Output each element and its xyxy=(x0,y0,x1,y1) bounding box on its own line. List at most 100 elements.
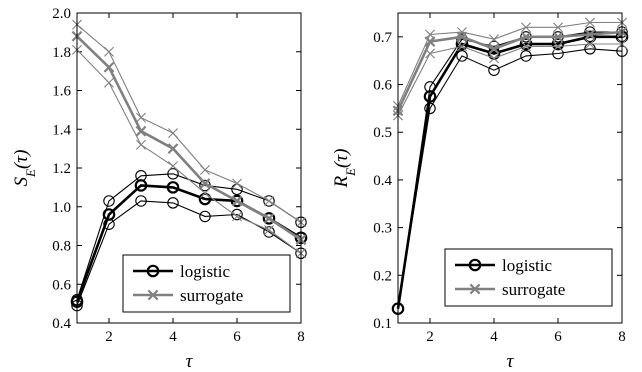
legend: logistic surrogate xyxy=(444,248,613,307)
x-tick-label: 6 xyxy=(554,329,562,345)
surrogate-mean-line xyxy=(396,30,623,112)
y-tick-label: 1.6 xyxy=(52,84,71,100)
logistic-mean-point xyxy=(230,194,244,208)
x-tick-label: 4 xyxy=(490,329,498,345)
surrogate-lower-point xyxy=(425,48,435,59)
logistic-mean-point xyxy=(102,208,116,221)
y-tick-label: 2.0 xyxy=(52,6,71,22)
surrogate-lower-point xyxy=(585,39,595,49)
surrogate-lower-point xyxy=(553,41,563,52)
y-tick-label: 0.4 xyxy=(52,316,71,332)
surrogate-mean-point xyxy=(424,36,436,47)
surrogate-lower-point xyxy=(264,225,274,235)
logistic-upper-point xyxy=(263,195,275,207)
surrogate-lower-point xyxy=(489,53,499,64)
surrogate-mean-line xyxy=(76,35,302,241)
y-tick-label: 0.5 xyxy=(373,125,392,141)
legend-label-logistic: logistic xyxy=(180,262,231,281)
logistic-lower-point xyxy=(520,50,532,62)
logistic-lower-point xyxy=(424,102,436,115)
surrogate-upper-point xyxy=(521,22,531,33)
y-tick-label: 0.4 xyxy=(373,173,392,189)
surrogate-upper-point xyxy=(489,34,499,45)
series-logistic xyxy=(391,26,629,315)
logistic-lower-point xyxy=(231,208,243,221)
y-tick-label: 0.3 xyxy=(373,221,392,237)
surrogate-lower-point xyxy=(232,211,242,222)
chart-panel-2: 2 4 6 8 0.1 0.2 0.3 0.4 0.5 0.6 0.7 logistic surroga… xyxy=(373,12,629,345)
surrogate-upper-point xyxy=(264,195,274,206)
surrogate-upper-point xyxy=(168,128,178,139)
legend-box xyxy=(122,254,291,313)
y-axis-label: SE(τ) xyxy=(11,150,38,187)
logistic-upper-point xyxy=(103,195,115,207)
y-tick-label: 1.4 xyxy=(52,122,71,138)
surrogate-upper-point xyxy=(136,112,146,123)
surrogate-upper-point xyxy=(232,178,242,189)
plot-frame xyxy=(76,12,302,324)
logistic-mean-point xyxy=(455,37,469,51)
surrogate-lower-line xyxy=(397,43,622,116)
y-tick-label: 0.7 xyxy=(373,30,392,46)
x-tick-label: 2 xyxy=(105,329,113,345)
x-axis-label: τ xyxy=(186,351,194,372)
surrogate-upper-line xyxy=(76,24,302,223)
y-tick-label: 0.8 xyxy=(52,239,71,255)
logistic-lower-point xyxy=(167,197,179,209)
logistic-lower-point xyxy=(199,210,211,223)
x-tick-label: 2 xyxy=(426,329,434,345)
surrogate-mean-point xyxy=(488,43,500,55)
surrogate-mean-point xyxy=(552,31,564,43)
surrogate-mean-point xyxy=(520,31,532,43)
surrogate-mean-point xyxy=(199,178,211,189)
legend-swatch-marker xyxy=(147,289,159,301)
series-surrogate xyxy=(71,19,307,259)
surrogate-upper-point xyxy=(104,46,114,57)
logistic-mean-point xyxy=(134,179,148,192)
y-tick-label: 1.2 xyxy=(52,161,71,177)
logistic-mean-point xyxy=(519,37,533,51)
logistic-mean-point xyxy=(262,212,276,225)
surrogate-lower-point xyxy=(457,41,467,52)
surrogate-lower-point xyxy=(136,139,146,150)
y-tick-label: 1.8 xyxy=(52,45,71,61)
surrogate-upper-point xyxy=(200,164,210,175)
surrogate-mean-point xyxy=(263,212,275,224)
chart-panel-1: 2 4 6 8 0.4 0.6 0.8 1.0 1.2 1.4 1.6 1.8 2.0 logistic s… xyxy=(52,6,308,345)
logistic-lower-line xyxy=(76,200,302,306)
legend-swatch-marker xyxy=(146,264,160,278)
surrogate-mean-point xyxy=(456,31,468,43)
y-axis-label: RE(τ) xyxy=(331,148,358,188)
logistic-mean-point xyxy=(551,37,565,51)
logistic-lower-point xyxy=(488,64,500,76)
surrogate-lower-point xyxy=(168,161,178,172)
logistic-mean-point xyxy=(166,181,180,194)
surrogate-lower-point xyxy=(104,77,114,88)
legend-label-logistic: logistic xyxy=(502,256,553,275)
surrogate-mean-point xyxy=(103,61,115,73)
surrogate-upper-point xyxy=(553,22,563,33)
logistic-mean-point xyxy=(583,30,597,44)
surrogate-lower-line xyxy=(76,49,302,254)
y-tick-label: 1.0 xyxy=(52,200,71,216)
legend-label-surrogate: surrogate xyxy=(502,280,565,299)
surrogate-lower-point xyxy=(200,188,210,199)
x-tick-label: 8 xyxy=(297,329,305,345)
surrogate-upper-point xyxy=(585,17,595,28)
y-tick-label: 0.1 xyxy=(373,316,392,332)
legend-swatch-marker xyxy=(469,283,481,295)
plot-frame xyxy=(397,12,623,324)
logistic-lower-point xyxy=(135,195,147,207)
legend-swatch-marker xyxy=(468,258,482,272)
legend-box xyxy=(444,248,613,307)
surrogate-mean-point xyxy=(231,195,243,207)
surrogate-lower-point xyxy=(521,41,531,52)
logistic-upper-point xyxy=(167,168,179,180)
surrogate-mean-point xyxy=(584,29,596,40)
y-tick-label: 0.6 xyxy=(52,277,71,293)
surrogate-mean-point xyxy=(167,143,179,155)
surrogate-upper-line xyxy=(397,21,622,107)
legend: logistic surrogate xyxy=(122,254,291,313)
logistic-mean-point xyxy=(423,90,437,103)
